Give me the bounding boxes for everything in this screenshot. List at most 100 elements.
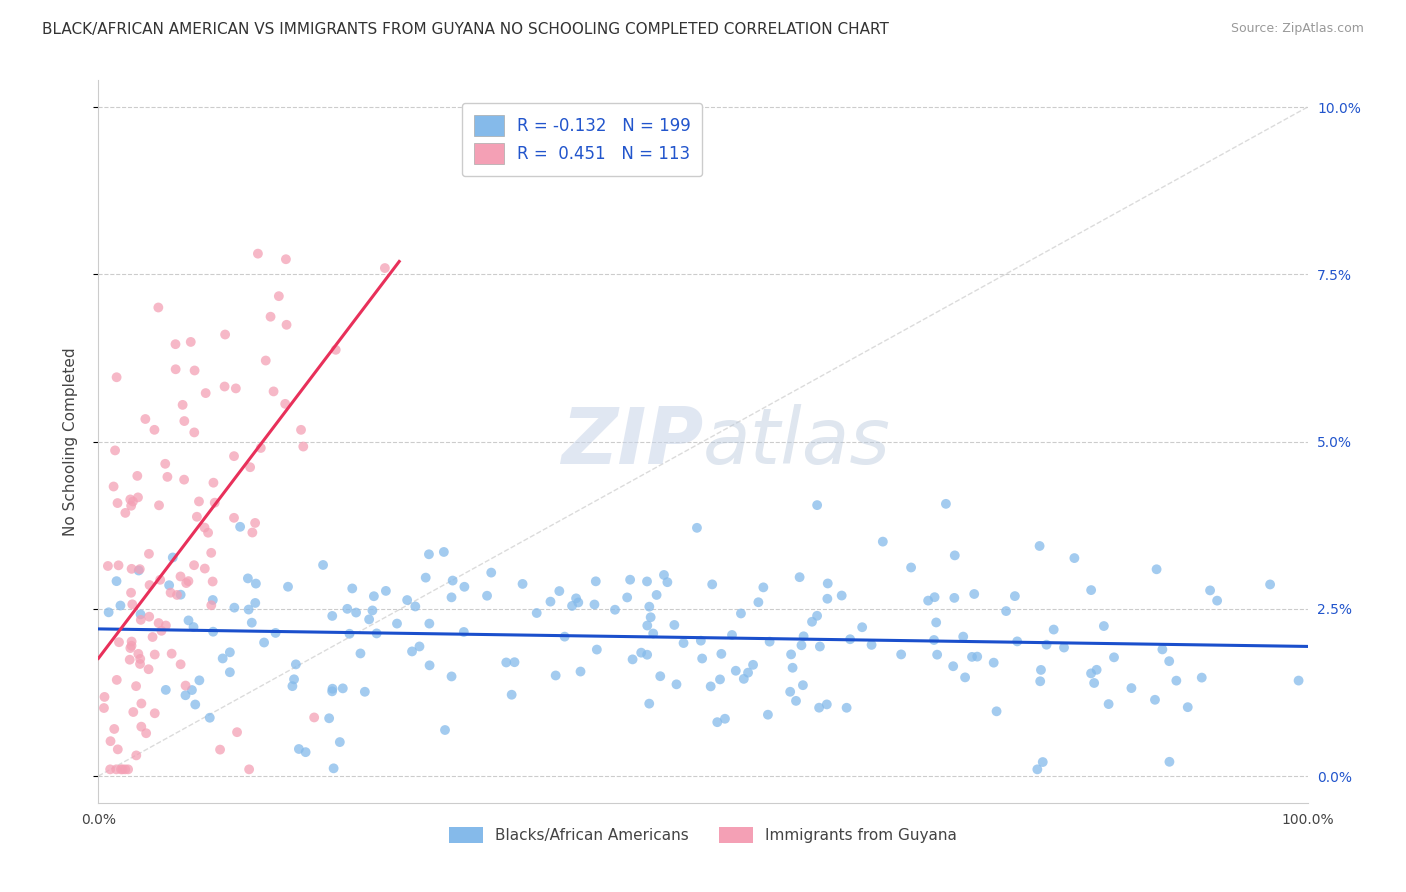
Point — [408, 640, 430, 654]
Point — [122, 705, 145, 719]
Point — [98, 762, 121, 776]
Point — [706, 715, 728, 730]
Point — [953, 670, 976, 684]
Point — [238, 602, 260, 616]
Point — [138, 547, 160, 561]
Point — [129, 657, 152, 671]
Point — [329, 735, 352, 749]
Point — [983, 656, 1005, 670]
Point — [121, 562, 143, 576]
Point — [453, 580, 475, 594]
Point — [638, 697, 661, 711]
Point — [214, 379, 236, 393]
Point — [97, 559, 120, 574]
Point — [253, 635, 276, 649]
Point — [156, 470, 179, 484]
Point — [114, 762, 136, 776]
Point — [135, 726, 157, 740]
Point — [193, 520, 215, 534]
Point — [1159, 755, 1181, 769]
Point — [440, 669, 463, 683]
Point — [240, 615, 263, 630]
Point — [385, 616, 408, 631]
Point — [197, 525, 219, 540]
Point — [817, 576, 839, 591]
Point — [418, 547, 440, 561]
Point — [453, 624, 475, 639]
Point — [111, 762, 134, 776]
Point — [183, 363, 205, 377]
Point — [657, 575, 679, 590]
Point — [143, 423, 166, 437]
Point — [114, 506, 136, 520]
Point — [131, 697, 153, 711]
Point — [249, 441, 271, 455]
Point — [110, 762, 132, 776]
Point — [526, 606, 548, 620]
Point — [689, 633, 711, 648]
Point — [503, 655, 526, 669]
Point — [239, 460, 262, 475]
Point — [155, 618, 177, 632]
Point — [122, 494, 145, 508]
Point — [149, 573, 172, 587]
Point — [583, 598, 606, 612]
Point — [294, 745, 316, 759]
Point — [686, 521, 709, 535]
Point — [1085, 663, 1108, 677]
Point — [619, 573, 641, 587]
Point — [808, 700, 831, 714]
Point — [567, 595, 589, 609]
Point — [540, 594, 562, 608]
Point — [636, 618, 658, 632]
Point — [245, 596, 267, 610]
Point — [789, 570, 811, 584]
Point — [1005, 634, 1028, 648]
Text: atlas: atlas — [703, 403, 891, 480]
Point — [162, 550, 184, 565]
Point — [281, 679, 304, 693]
Point — [808, 640, 831, 654]
Point — [724, 664, 747, 678]
Point — [636, 648, 658, 662]
Point — [325, 343, 347, 357]
Point — [186, 509, 208, 524]
Point — [174, 688, 197, 702]
Point — [201, 574, 224, 589]
Point — [150, 624, 173, 638]
Text: BLACK/AFRICAN AMERICAN VS IMMIGRANTS FROM GUYANA NO SCHOOLING COMPLETED CORRELAT: BLACK/AFRICAN AMERICAN VS IMMIGRANTS FRO… — [42, 22, 889, 37]
Point — [1152, 642, 1174, 657]
Point — [125, 679, 148, 693]
Point — [569, 665, 592, 679]
Point — [129, 720, 152, 734]
Point — [917, 593, 939, 607]
Point — [785, 694, 807, 708]
Point — [501, 688, 523, 702]
Point — [321, 681, 343, 696]
Point — [194, 386, 217, 401]
Point — [138, 609, 160, 624]
Point — [107, 496, 129, 510]
Point — [118, 653, 141, 667]
Point — [640, 610, 662, 624]
Point — [180, 334, 202, 349]
Point — [245, 576, 267, 591]
Point — [548, 584, 571, 599]
Point — [585, 574, 607, 589]
Point — [664, 618, 686, 632]
Point — [103, 479, 125, 493]
Point — [120, 586, 142, 600]
Point — [815, 591, 838, 606]
Point — [332, 681, 354, 696]
Point — [155, 457, 177, 471]
Point — [839, 632, 862, 647]
Point — [159, 585, 181, 599]
Point — [321, 684, 343, 698]
Point — [806, 608, 828, 623]
Point — [342, 582, 364, 596]
Point — [1080, 666, 1102, 681]
Point — [148, 615, 170, 630]
Point — [645, 588, 668, 602]
Point — [155, 682, 177, 697]
Point — [129, 607, 152, 622]
